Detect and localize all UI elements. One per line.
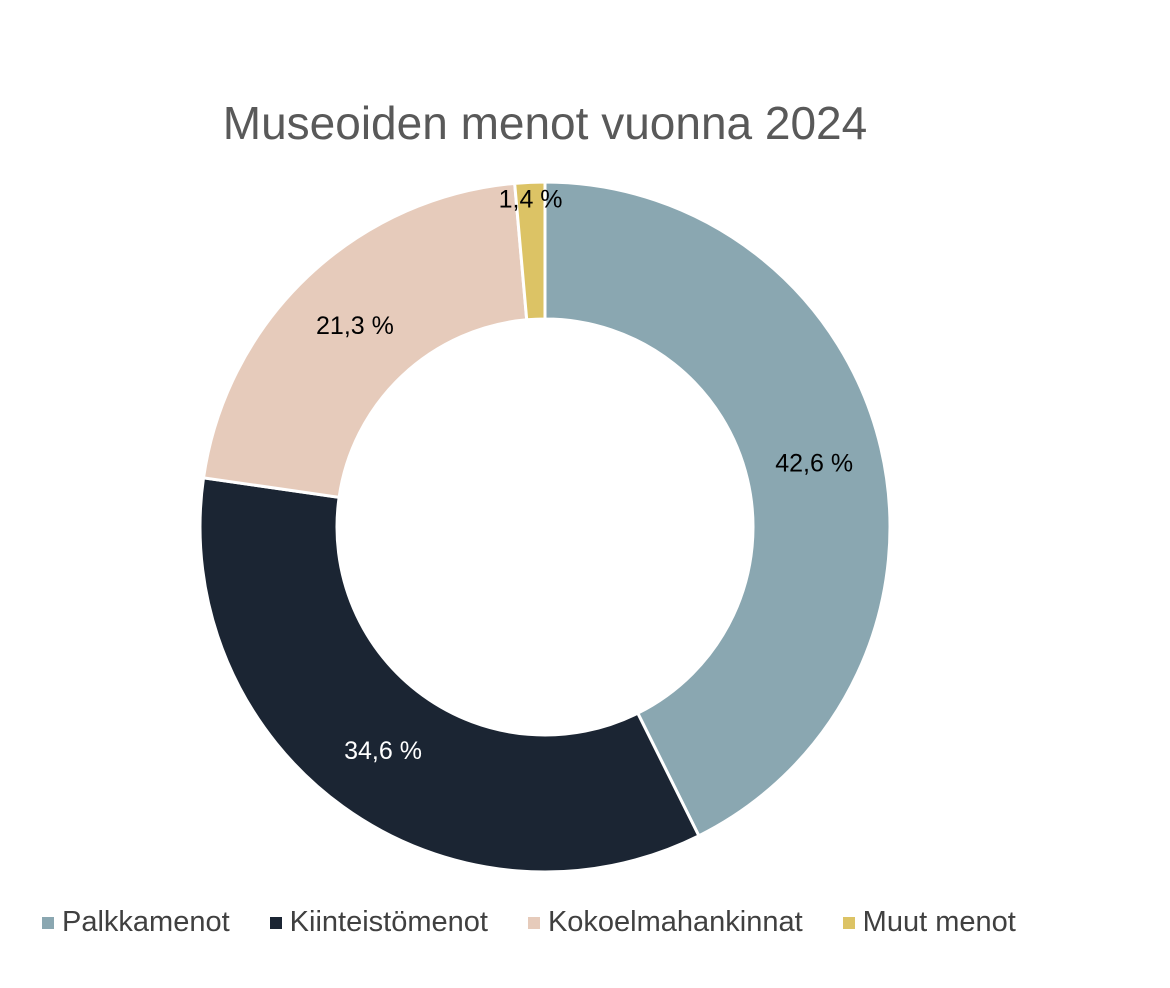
legend-label-palkkamenot: Palkkamenot (62, 906, 230, 938)
data-label: 1,4 % (499, 185, 563, 213)
data-label: 21,3 % (316, 312, 394, 340)
data-label: 42,6 % (775, 450, 853, 478)
legend-swatch-kokoelmahankinnat (527, 916, 540, 929)
legend-label-muut-menot: Muut menot (862, 906, 1016, 938)
legend: Palkkamenot Kiinteistömenot Kokoelmahank… (42, 906, 1056, 939)
legend-swatch-muut-menot (842, 916, 855, 929)
legend-swatch-kiinteistomenot (269, 916, 282, 929)
slice-kokoelmahankinnat (201, 181, 529, 500)
chart-title: Museoiden menot vuonna 2024 (222, 97, 868, 149)
legend-item-muut-menot: Muut menot (842, 906, 1016, 939)
legend-item-kiinteistomenot: Kiinteistömenot (269, 906, 488, 939)
legend-label-kokoelmahankinnat: Kokoelmahankinnat (547, 906, 803, 938)
legend-item-palkkamenot: Palkkamenot (42, 906, 230, 939)
slice-kiinteistomenot (198, 476, 701, 874)
donut-chart: 42,6 % 34,6 % 21,3 % 1,4 % (198, 180, 892, 874)
legend-label-kiinteistomenot: Kiinteistömenot (289, 906, 488, 938)
data-label: 34,6 % (344, 737, 422, 765)
legend-swatch-palkkamenot (42, 916, 54, 929)
legend-item-kokoelmahankinnat: Kokoelmahankinnat (527, 906, 803, 939)
slice-palkkamenot (543, 180, 892, 838)
slice-muut-menot (513, 180, 547, 322)
